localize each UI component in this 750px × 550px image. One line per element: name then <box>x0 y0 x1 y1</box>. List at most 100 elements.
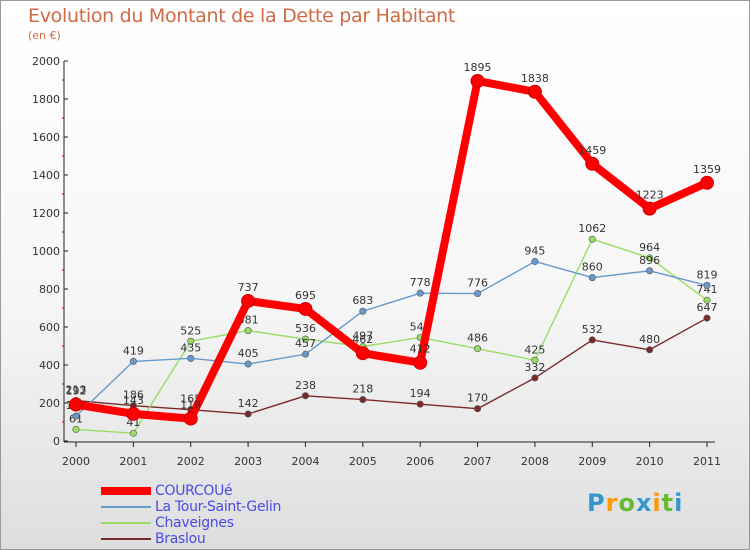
data-label-3: 186 <box>123 389 144 402</box>
logo-letter: t <box>661 489 675 517</box>
data-label-1: 683 <box>352 294 373 307</box>
x-tick-label: 2006 <box>406 455 434 468</box>
data-point-2 <box>588 235 596 243</box>
logo-letter: x <box>635 489 653 517</box>
data-point-1 <box>646 267 654 275</box>
data-label-2: 536 <box>295 322 316 335</box>
data-label-1: 819 <box>697 268 718 281</box>
data-point-2 <box>474 345 482 353</box>
chart-subtitle: (en €) <box>28 29 61 42</box>
y-tick-label: 400 <box>39 359 60 372</box>
data-point-2 <box>187 337 195 345</box>
logo-letter: i <box>652 489 662 517</box>
data-point-2 <box>129 429 137 437</box>
data-point-1 <box>474 290 482 298</box>
data-label-3: 218 <box>352 383 373 396</box>
series-line-0 <box>75 76 709 423</box>
x-tick-label: 2002 <box>177 455 205 468</box>
data-label-1: 457 <box>295 337 316 350</box>
data-label-3: 213 <box>66 384 87 397</box>
proxiti-logo: Proxiti <box>587 489 683 517</box>
data-label-3: 647 <box>697 301 718 314</box>
data-point-1 <box>187 354 195 362</box>
data-point-0 <box>585 156 600 171</box>
data-label-2: 525 <box>180 324 201 337</box>
data-point-1 <box>531 257 539 265</box>
y-tick-label: 1800 <box>32 93 60 106</box>
data-point-1 <box>588 274 596 282</box>
legend-label-chaveignes: Chaveignes <box>155 515 234 531</box>
data-label-2: 425 <box>524 343 545 356</box>
data-label-0: 1359 <box>693 163 721 176</box>
data-point-1 <box>359 307 367 315</box>
data-point-3 <box>301 392 309 400</box>
data-point-3 <box>588 336 596 344</box>
data-point-1 <box>703 281 711 289</box>
data-point-3 <box>474 405 482 413</box>
data-label-2: 964 <box>639 241 660 254</box>
x-tick-label: 2001 <box>119 455 147 468</box>
data-label-1: 405 <box>238 347 259 360</box>
chart-title: Evolution du Montant de la Dette par Hab… <box>28 5 456 27</box>
data-point-2 <box>703 296 711 304</box>
data-label-2: 497 <box>352 330 373 343</box>
y-tick-label: 600 <box>39 321 60 334</box>
data-label-3: 532 <box>582 323 603 336</box>
data-label-2: 486 <box>467 332 488 345</box>
data-point-3 <box>531 374 539 382</box>
data-label-2: 1062 <box>578 222 606 235</box>
data-label-1: 776 <box>467 277 488 290</box>
legend-swatch-la-tour-saint-gelin <box>101 506 151 508</box>
data-label-3: 332 <box>524 361 545 374</box>
legend-label-courcoue: COURCOUé <box>155 483 233 499</box>
data-point-0 <box>527 84 542 99</box>
data-label-3: 238 <box>295 379 316 392</box>
chart-legend: COURCOUé La Tour-Saint-Gelin Chaveignes … <box>101 483 361 548</box>
data-point-2 <box>301 335 309 343</box>
data-label-0: 695 <box>295 289 316 302</box>
data-point-1 <box>416 289 424 297</box>
y-tick-label: 2000 <box>32 55 60 68</box>
data-label-0: 143 <box>123 394 144 407</box>
data-label-2: 741 <box>697 283 718 296</box>
data-label-0: 192 <box>66 385 87 398</box>
y-tick-label: 1400 <box>32 169 60 182</box>
y-tick-label: 0 <box>53 435 60 448</box>
series-line-2 <box>75 238 708 434</box>
data-label-0: 118 <box>180 399 201 412</box>
data-label-1: 896 <box>639 254 660 267</box>
data-label-3: 480 <box>639 333 660 346</box>
data-point-1 <box>129 357 137 365</box>
data-label-0: 737 <box>238 281 259 294</box>
legend-swatch-braslou <box>101 538 151 540</box>
data-point-0 <box>241 293 256 308</box>
data-point-2 <box>646 254 654 262</box>
data-point-3 <box>646 346 654 354</box>
data-label-1: 860 <box>582 261 603 274</box>
data-point-1 <box>244 360 252 368</box>
data-point-0 <box>126 406 141 421</box>
data-point-3 <box>703 314 711 322</box>
x-tick-label: 2004 <box>291 455 319 468</box>
data-point-2 <box>531 356 539 364</box>
data-point-1 <box>72 412 80 420</box>
legend-swatch-chaveignes <box>101 522 151 524</box>
data-point-3 <box>359 396 367 404</box>
data-label-0: 462 <box>352 333 373 346</box>
x-tick-label: 2009 <box>578 455 606 468</box>
y-tick-label: 1200 <box>32 207 60 220</box>
x-tick-label: 2011 <box>693 455 721 468</box>
series-line-1 <box>75 260 708 417</box>
y-tick-label: 1000 <box>32 245 60 258</box>
legend-item-chaveignes: Chaveignes <box>101 515 361 532</box>
data-point-1 <box>301 350 309 358</box>
logo-letter: P <box>587 489 606 517</box>
data-label-0: 412 <box>410 343 431 356</box>
data-point-0 <box>700 175 714 190</box>
x-tick-label: 2008 <box>521 455 549 468</box>
legend-item-braslou: Braslou <box>101 531 361 548</box>
legend-label-braslou: Braslou <box>155 531 206 547</box>
x-tick-label: 2003 <box>234 455 262 468</box>
